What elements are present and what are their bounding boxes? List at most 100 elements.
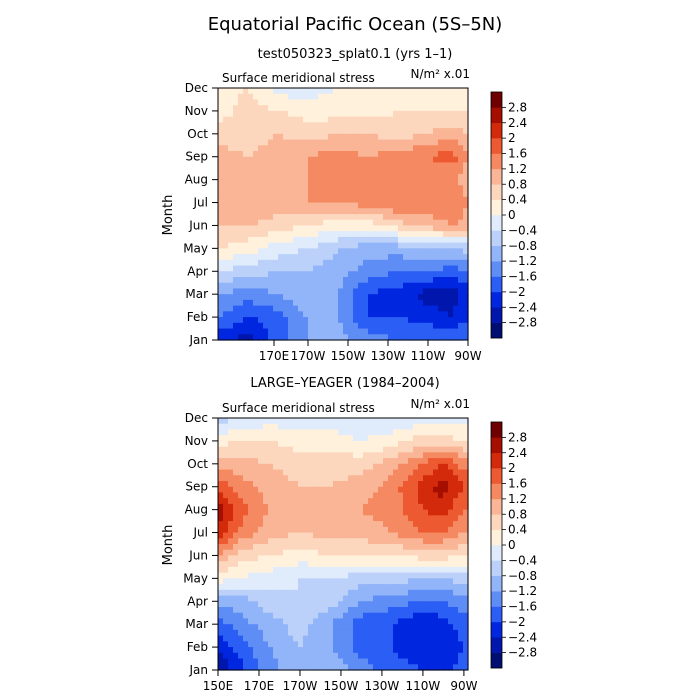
panel-2-field-cell [263,572,269,579]
panel-1-field-cell [243,271,249,278]
panel-2-field-cell [358,584,364,591]
panel-1-field-cell [453,248,459,255]
panel-1-y-tick-label: Sep [185,150,208,164]
panel-2-field-cell [458,469,464,476]
panel-2-field-cell [398,624,404,631]
panel-2-field-cell [228,446,234,453]
panel-1-field-cell [238,179,244,186]
panel-2-field-cell [333,561,339,568]
panel-1-field-cell [443,334,449,341]
panel-1-field-cell [403,236,409,244]
panel-1-field-cell [373,179,379,186]
panel-1-field-cell [383,294,389,301]
panel-1-field-cell [373,219,379,227]
panel-2-field-cell [288,418,294,425]
panel-1-field-cell [348,225,354,232]
panel-2-field-cell [293,538,299,545]
panel-1-field-cell [228,248,234,255]
panel-1-field-cell [303,139,309,146]
panel-1-field-cell [228,99,234,106]
panel-2-field-cell [308,418,314,425]
panel-2-field-cell [333,566,339,574]
panel-1-field-cell [398,162,404,169]
panel-1-field-cell [238,277,244,284]
panel-1-field-cell [388,282,394,290]
panel-1-field-cell [258,259,264,267]
panel-2-field-cell [303,492,309,499]
panel-1-field-cell [388,105,394,112]
panel-1-field-cell [428,248,434,255]
panel-2-field-cell [238,555,244,562]
panel-1-field-cell [368,191,374,198]
panel-1-field-cell [348,162,354,169]
panel-2-field-cell [353,652,359,660]
panel-1-field-cell [408,277,414,284]
panel-1-field-cell [283,288,289,295]
panel-1-field-cell [253,242,259,249]
panel-1-field-cell [453,288,459,295]
panel-2-field-cell [228,629,234,637]
panel-1-field-cell [233,322,239,330]
panel-2-field-cell [303,532,309,539]
panel-2-field-cell [358,544,364,551]
panel-1-field-cell [243,311,249,318]
panel-1-field-cell [353,277,359,284]
panel-1-field-cell [268,299,274,307]
panel-2-field-cell [268,435,274,442]
panel-1-field-cell [408,225,414,232]
panel-1-field-cell [253,202,259,209]
panel-1-field-cell [243,110,249,118]
panel-2-field-cell [393,664,399,671]
panel-2-field-cell [243,595,249,602]
panel-2-field-cell [233,440,239,448]
panel-1-field-cell [278,151,284,158]
panel-1-field-cell [383,122,389,129]
panel-1-field-cell [273,219,279,227]
panel-1-field-cell [323,151,329,158]
panel-2-field-cell [233,595,239,602]
panel-1-field-cell [343,128,349,135]
panel-2-field-cell [358,635,364,642]
panel-1-field-cell [403,145,409,152]
panel-2-field-cell [373,521,379,528]
panel-2-field-cell [428,429,434,436]
panel-2-field-cell [463,589,469,597]
panel-2-field-cell [298,423,304,431]
panel-2-field-cell [248,618,254,625]
panel-2-field-cell [223,423,229,431]
panel-2-field-cell [298,549,304,557]
panel-1-field-cell [258,322,264,330]
panel-1-field-cell [458,133,464,141]
panel-1-field-cell [403,254,409,261]
panel-1-field-cell [288,271,294,278]
panel-2-field-cell [348,452,354,459]
panel-2-field-cell [293,435,299,442]
panel-2-field-cell [233,578,239,585]
panel-2-field-cell [273,458,279,465]
panel-2-field-cell [258,446,264,453]
panel-2-field-cell [303,664,309,671]
panel-2-field-cell [463,549,469,557]
panel-1-field-cell [288,202,294,209]
panel-1-field-cell [338,93,344,101]
panel-1-field-cell [333,88,339,95]
panel-2-field-cell [423,532,429,539]
panel-2-field-cell [288,578,294,585]
panel-2-field-cell [388,624,394,631]
panel-2-field-cell [273,481,279,488]
panel-2-field-cell [443,418,449,425]
panel-2-field-cell [338,463,344,471]
panel-1-field-cell [393,282,399,290]
panel-2-field-cell [318,572,324,579]
panel-2-field-cell [418,566,424,574]
panel-2-field-cell [433,492,439,499]
panel-2-field-cell [233,515,239,522]
panel-2-field-cell [303,635,309,642]
panel-1-field-cell [233,156,239,164]
panel-1-field-cell [228,185,234,192]
panel-1-field-cell [298,236,304,244]
panel-1-field-cell [413,179,419,186]
panel-1-field-cell [323,139,329,146]
panel-1-plot-frame [217,87,469,341]
panel-2-field-cell [388,629,394,637]
